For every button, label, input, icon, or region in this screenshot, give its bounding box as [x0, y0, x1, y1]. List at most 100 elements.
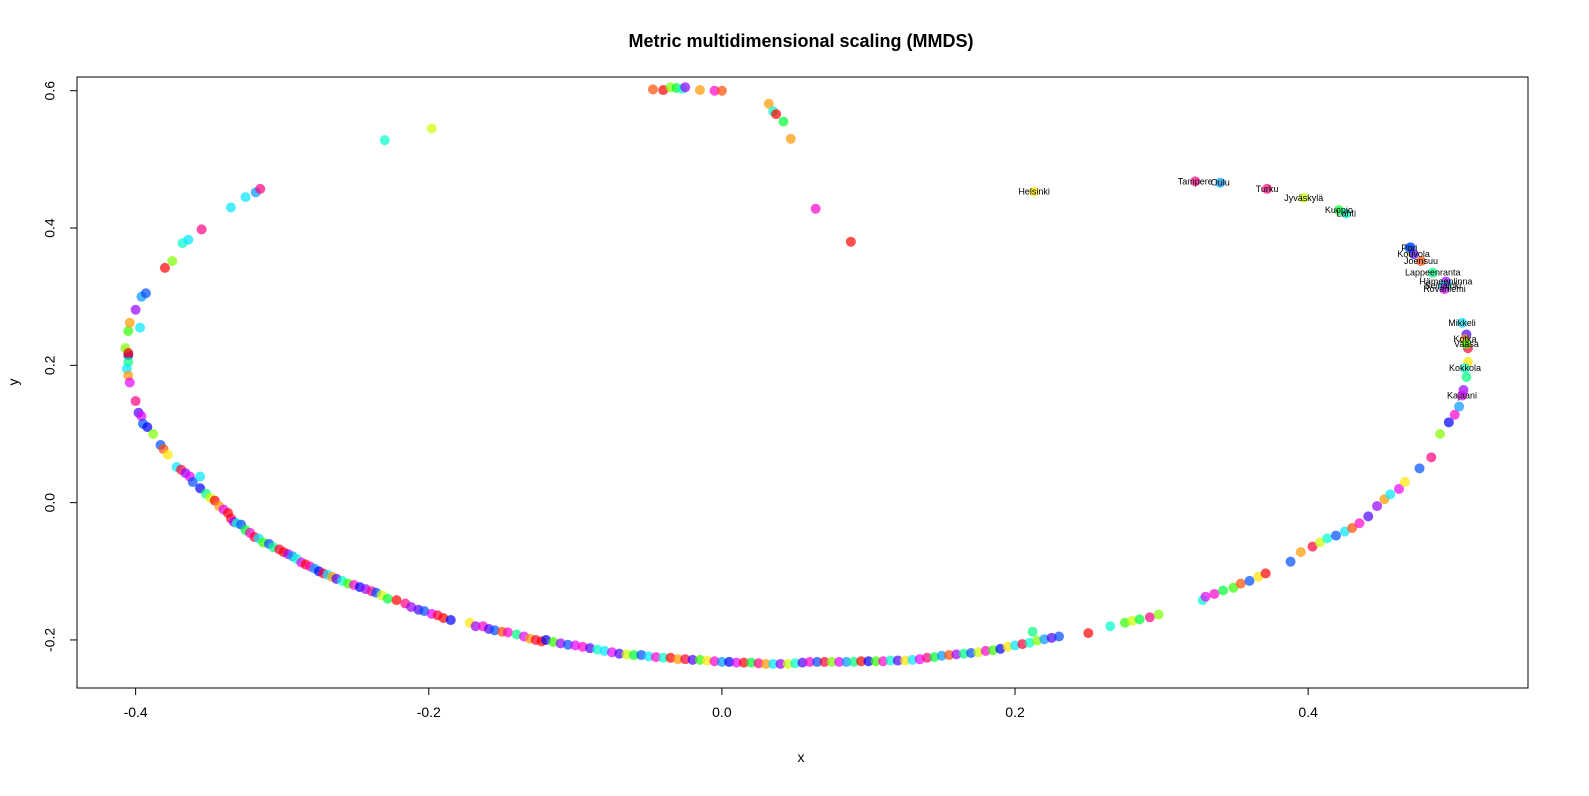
data-point [502, 627, 513, 638]
data-point [900, 655, 911, 666]
data-point [162, 449, 173, 460]
city-label: Rovaniemi [1423, 284, 1466, 294]
data-point [966, 647, 977, 658]
x-tick-label: 0.0 [712, 704, 732, 720]
data-point [907, 654, 918, 665]
city-label: Kotka [1453, 334, 1476, 344]
city-label: Mikkeli [1448, 318, 1476, 328]
data-point [1153, 609, 1164, 620]
x-tick-label: -0.4 [124, 704, 148, 720]
data-point [1083, 628, 1094, 639]
data-point [775, 658, 786, 669]
data-point [225, 202, 236, 213]
data-point [124, 377, 135, 388]
data-point [768, 658, 779, 669]
data-point [709, 85, 720, 96]
data-point [123, 326, 134, 337]
data-point [1443, 417, 1454, 428]
city-label: Kuopio [1325, 205, 1353, 215]
data-point [870, 656, 881, 667]
data-point [716, 656, 727, 667]
data-point [379, 135, 390, 146]
data-point [1235, 578, 1246, 589]
data-point [628, 650, 639, 661]
data-point [1105, 621, 1116, 632]
city-label: Joensuu [1404, 256, 1438, 266]
city-point [1262, 183, 1273, 194]
data-point [782, 658, 793, 669]
city-point [1439, 284, 1450, 295]
y-tick-label: 0.0 [42, 493, 58, 513]
data-point [771, 109, 782, 120]
data-point [680, 82, 691, 93]
city-label: Vaasa [1454, 339, 1479, 349]
data-point [1435, 428, 1446, 439]
data-point [1134, 614, 1145, 625]
data-point [1314, 537, 1325, 548]
data-point [136, 411, 147, 422]
data-point [196, 224, 207, 235]
data-point [892, 655, 903, 666]
data-point [382, 593, 393, 604]
data-point [1354, 518, 1365, 529]
data-point [658, 652, 669, 663]
city-point [1215, 177, 1226, 188]
data-point [1260, 568, 1271, 579]
data-point [1295, 547, 1306, 558]
data-point [680, 654, 691, 665]
y-tick-label: -0.2 [42, 628, 58, 652]
data-point [648, 84, 659, 95]
data-point [1414, 463, 1425, 474]
data-point [1461, 372, 1472, 383]
data-point [1053, 631, 1064, 642]
data-point [797, 657, 808, 668]
data-point [470, 621, 481, 632]
data-point [958, 648, 969, 659]
data-point [834, 656, 845, 667]
y-axis: -0.2 0.0 0.2 0.4 0.6 [42, 81, 78, 652]
city-label: Pori [1401, 243, 1417, 253]
city-label: Tampere [1178, 176, 1213, 186]
data-point [255, 183, 266, 194]
data-point [123, 347, 134, 358]
data-point [1363, 511, 1374, 522]
data-point [140, 288, 151, 299]
data-point [951, 649, 962, 660]
data-point [936, 650, 947, 661]
data-point [1330, 530, 1341, 541]
data-point [562, 639, 573, 650]
data-point [709, 656, 720, 667]
point-labels-layer: HelsinkiTampereOuluTurkuJyväskyläKuopioL… [1018, 176, 1481, 400]
data-point [1228, 582, 1239, 593]
city-point [1459, 363, 1470, 374]
data-point [391, 595, 402, 606]
data-point [130, 304, 141, 315]
data-point [687, 654, 698, 665]
data-point [1347, 523, 1358, 534]
data-point [1385, 489, 1396, 500]
city-label: Turku [1256, 184, 1279, 194]
data-point [650, 652, 661, 663]
city-label: Kouvola [1397, 249, 1430, 259]
data-point [187, 477, 198, 488]
y-axis-label: y [5, 379, 21, 386]
data-point [790, 658, 801, 669]
data-point [826, 656, 837, 667]
city-point [1408, 249, 1419, 260]
city-label: Seinäjoki [1425, 281, 1462, 291]
city-point [1298, 192, 1309, 203]
data-point [812, 656, 823, 667]
city-label: Lappeenranta [1405, 268, 1461, 278]
data-point [885, 655, 896, 666]
data-point [746, 657, 757, 668]
data-point [426, 123, 437, 134]
data-point [1449, 409, 1460, 420]
chart-title: Metric multidimensional scaling (MMDS) [628, 31, 973, 51]
data-point [614, 648, 625, 659]
data-point [148, 428, 159, 439]
data-point [944, 650, 955, 661]
data-point [1454, 401, 1465, 412]
data-point [694, 654, 705, 665]
data-point [694, 85, 705, 96]
